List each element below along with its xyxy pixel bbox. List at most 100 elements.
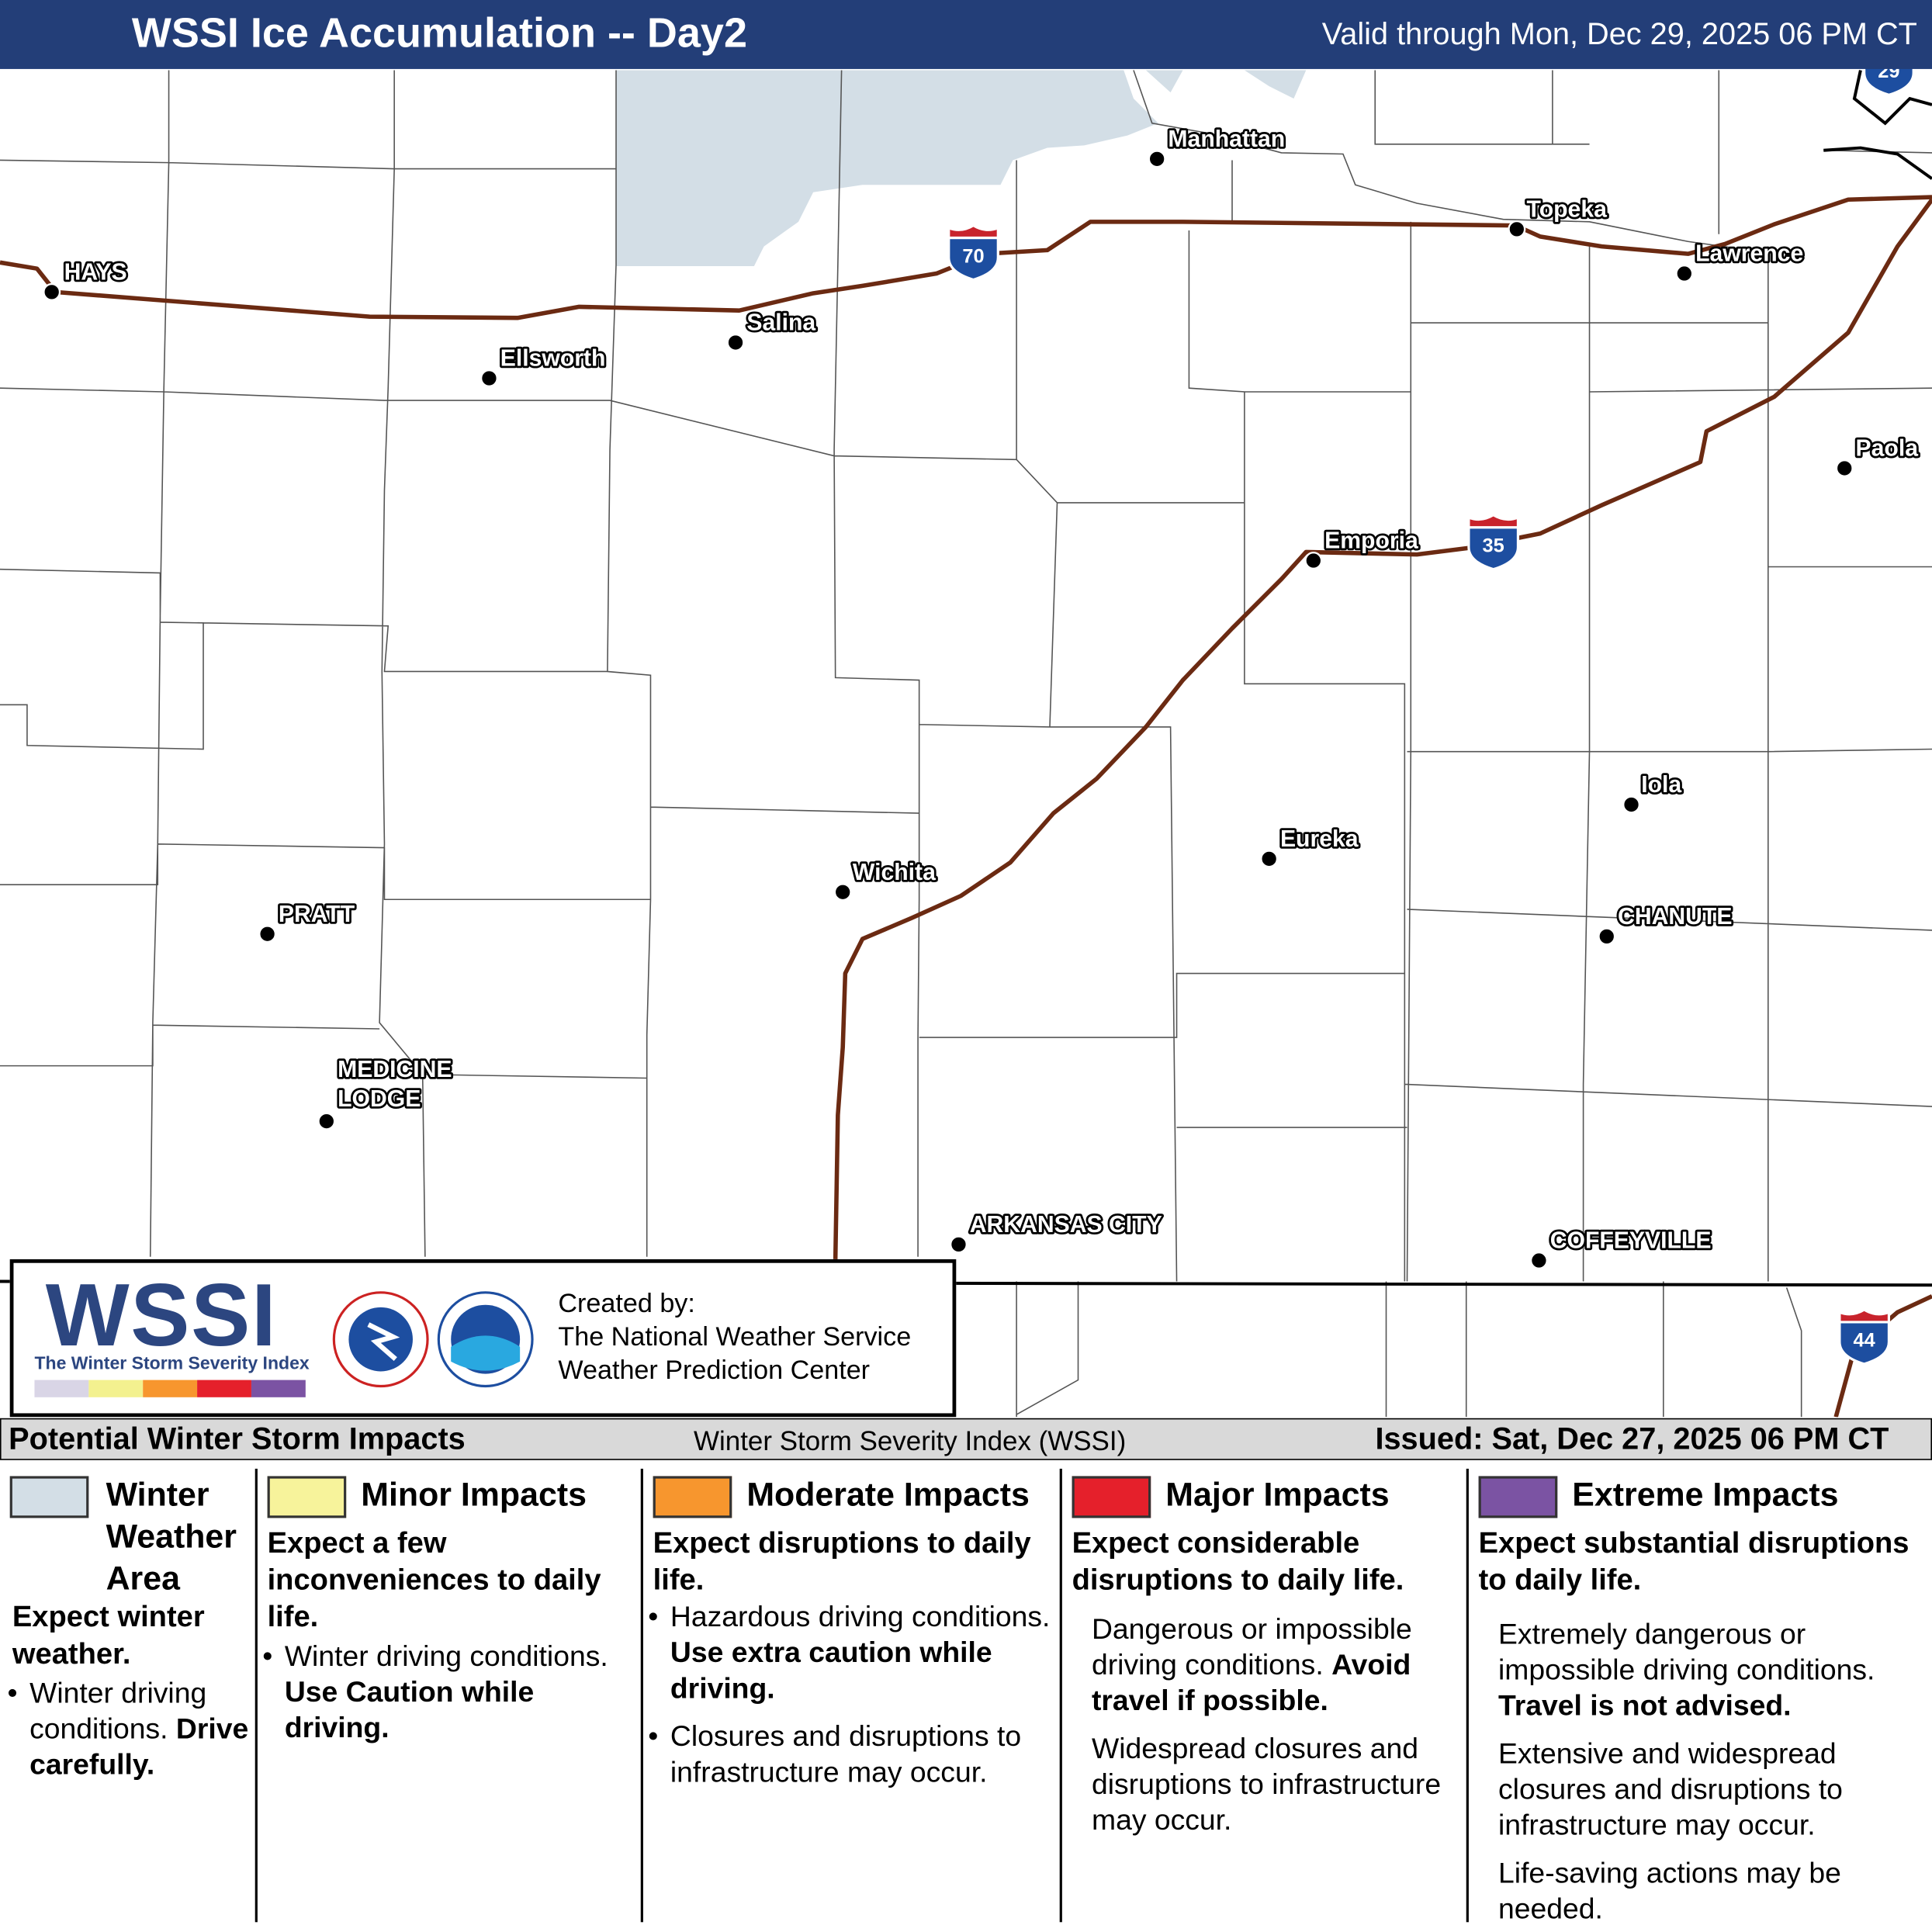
strip-segment <box>143 1380 198 1397</box>
impact-text: Extensive and widespread closures and di… <box>1498 1736 1927 1844</box>
city-label: Salina <box>746 310 815 336</box>
legend-bar: Potential Winter Storm Impacts Winter St… <box>0 1418 1932 1460</box>
nws-bolt <box>367 1322 400 1361</box>
interstate-shield: 70 <box>947 223 999 282</box>
legend-swatch <box>9 1476 89 1518</box>
city-label: Ellsworth <box>500 346 606 372</box>
created-label: Created by: <box>558 1289 695 1319</box>
created-by: Created by: The National Weather Service… <box>558 1287 911 1387</box>
city-dot <box>833 883 852 902</box>
city-dot <box>1304 552 1323 570</box>
city-label: HAYS <box>64 259 127 285</box>
category-name: Moderate Impacts <box>746 1476 1030 1514</box>
shield-top <box>1467 513 1520 529</box>
city-dot <box>726 333 745 351</box>
category-headline: Expect disruptions to daily life. <box>653 1526 1031 1598</box>
legend-swatch <box>1478 1476 1558 1518</box>
impact-text-bold: Travel is not advised. <box>1498 1689 1792 1722</box>
legend-swatch <box>1072 1476 1151 1518</box>
city-dot <box>1260 850 1279 868</box>
city-dot <box>258 925 277 943</box>
category-name: Winter Weather Area <box>106 1476 237 1598</box>
legend-title: Potential Winter Storm Impacts <box>9 1421 466 1457</box>
color-strip <box>34 1380 306 1397</box>
city-dot <box>1529 1252 1548 1270</box>
org: Weather Prediction Center <box>558 1355 871 1385</box>
city-dot <box>480 369 498 388</box>
city-label: LODGE <box>338 1086 421 1112</box>
city-dot <box>1598 927 1616 946</box>
cities: HAYS Ellsworth Salina Manhattan Topeka Lawren… <box>43 124 1920 1270</box>
impact-text-plain: Extensive and widespread closures and di… <box>1498 1737 1843 1841</box>
city-label: Paola <box>1856 436 1919 462</box>
impact-text-bold: Drive carefully. <box>29 1712 249 1781</box>
legend-column: Major Impacts Expect considerable disrupt… <box>1072 1466 1462 1925</box>
impact-text-plain: Hazardous driving conditions. <box>670 1600 1051 1633</box>
legend-swatch <box>653 1476 732 1518</box>
city-dot <box>1675 265 1694 283</box>
city-label: Wichita <box>853 860 936 885</box>
city-dot <box>317 1112 336 1130</box>
boundary-lines <box>1016 70 1802 1418</box>
city-label: Emporia <box>1324 528 1418 554</box>
paragraphs: Extremely dangerous or impossible drivin… <box>1498 1616 1927 1932</box>
city-label: PRATT <box>279 902 355 927</box>
impact-text: Closures and disruptions to infrastructu… <box>648 1719 1054 1790</box>
i-35 <box>833 198 1932 1259</box>
city-dot <box>949 1235 968 1254</box>
city-label: Eureka <box>1280 826 1359 852</box>
city-dot <box>1148 150 1166 168</box>
title: WSSI Ice Accumulation -- Day2 <box>131 9 748 57</box>
paragraphs: Winter driving conditions. Use Caution w… <box>262 1639 636 1758</box>
shield-body <box>1838 1321 1891 1366</box>
impact-text: Extremely dangerous or impossible drivin… <box>1498 1616 1927 1723</box>
noaa-wave <box>451 1335 521 1371</box>
legend-column: Winter Weather Area Expect winter weather… <box>8 1466 250 1925</box>
city-label: Topeka <box>1527 196 1608 222</box>
impact-text: Widespread closures and disruptions to i… <box>1092 1731 1461 1838</box>
shield-number: 35 <box>1483 535 1504 556</box>
strip-segment <box>88 1380 144 1397</box>
state-line <box>1823 70 1932 180</box>
category-name: Extreme Impacts <box>1572 1476 1839 1514</box>
strip-segment <box>197 1380 251 1397</box>
column-separator <box>254 1468 258 1923</box>
org: The National Weather Service <box>558 1321 912 1352</box>
paragraphs: Hazardous driving conditions. Use extra … <box>648 1599 1054 1802</box>
winter-weather-area <box>616 70 1307 267</box>
interstate-shield: 35 <box>1467 513 1520 571</box>
city-label: ARKANSAS CITY <box>970 1212 1162 1238</box>
shield-top <box>947 223 999 240</box>
impact-text-plain: Dangerous or impossible driving conditio… <box>1091 1612 1412 1681</box>
logo: WSSI <box>45 1266 278 1366</box>
city-dot <box>1835 459 1854 477</box>
city-label: MEDICINE <box>338 1057 452 1082</box>
impact-text: Winter driving conditions. Drive careful… <box>8 1676 250 1783</box>
map-background <box>0 0 1932 1417</box>
city-dot <box>1622 795 1641 814</box>
column-separator <box>1059 1468 1062 1923</box>
category-headline: Expect winter weather. <box>12 1600 205 1671</box>
header: WSSI Ice Accumulation -- Day2 Valid thro… <box>0 0 1932 69</box>
category-name: Major Impacts <box>1165 1476 1390 1514</box>
impact-text-bold: Use Caution while driving. <box>284 1675 535 1744</box>
city-label: CHANUTE <box>1618 904 1732 930</box>
issued-time: Issued: Sat, Dec 27, 2025 06 PM CT <box>1375 1421 1889 1457</box>
legend-column: Moderate Impacts Expect disruptions to da… <box>648 1466 1055 1925</box>
legend-index: Winter Storm Severity Index (WSSI) <box>694 1425 1127 1457</box>
impact-text-plain: Life-saving actions may be needed. <box>1498 1857 1841 1925</box>
shield-number: 70 <box>962 245 984 267</box>
i-70 <box>0 195 1932 320</box>
impact-text-bold: Avoid travel if possible. <box>1091 1648 1411 1717</box>
impact-text-plain: Winter driving conditions. <box>29 1677 207 1745</box>
impact-text-plain: Winter driving conditions. <box>284 1639 608 1672</box>
category-headline: Expect substantial disruptions to daily … <box>1478 1526 1909 1598</box>
impact-text-plain: Extremely dangerous or impossible drivin… <box>1498 1618 1875 1686</box>
impact-text: Winter driving conditions. Use Caution w… <box>262 1639 636 1746</box>
map: HAYS Ellsworth Salina Manhattan Topeka Lawren… <box>0 0 1932 1418</box>
paragraphs: Winter driving conditions. Drive careful… <box>8 1676 250 1795</box>
impact-text-plain: Widespread closures and disruptions to i… <box>1091 1732 1442 1837</box>
impact-text-plain: Closures and disruptions to infrastructu… <box>670 1719 1022 1788</box>
